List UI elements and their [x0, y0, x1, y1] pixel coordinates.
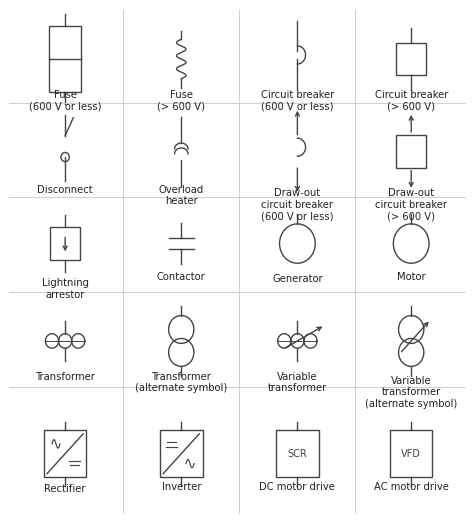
Text: Variable
transformer
(alternate symbol): Variable transformer (alternate symbol): [365, 376, 457, 409]
Bar: [160, 430, 202, 477]
Bar: [50, 227, 80, 260]
Text: Transformer
(alternate symbol): Transformer (alternate symbol): [135, 372, 228, 393]
Text: Generator: Generator: [272, 274, 323, 285]
Text: Disconnect: Disconnect: [37, 185, 93, 195]
Bar: [49, 26, 82, 92]
Text: Transformer: Transformer: [35, 372, 95, 382]
Bar: [276, 430, 319, 477]
Text: Circuit breaker
(600 V or less): Circuit breaker (600 V or less): [261, 90, 334, 111]
Text: AC motor drive: AC motor drive: [374, 482, 448, 492]
Text: Variable
transformer: Variable transformer: [268, 372, 327, 393]
Bar: [396, 135, 426, 168]
Text: SCR: SCR: [288, 449, 307, 459]
Text: Lightning
arrestor: Lightning arrestor: [42, 278, 89, 300]
Bar: [396, 43, 426, 75]
Text: Contactor: Contactor: [157, 272, 206, 282]
Text: DC motor drive: DC motor drive: [259, 482, 335, 492]
Text: Motor: Motor: [397, 272, 426, 282]
Text: Draw-out
circuit breaker
(> 600 V): Draw-out circuit breaker (> 600 V): [375, 188, 447, 221]
Text: Inverter: Inverter: [162, 482, 201, 492]
Text: Overload
heater: Overload heater: [159, 185, 204, 206]
Text: Circuit breaker
(> 600 V): Circuit breaker (> 600 V): [374, 90, 448, 111]
Bar: [44, 430, 86, 477]
Text: VFD: VFD: [401, 449, 421, 459]
Text: Fuse
(> 600 V): Fuse (> 600 V): [157, 90, 205, 111]
Bar: [390, 430, 432, 477]
Text: Rectifier: Rectifier: [45, 484, 86, 494]
Text: Fuse
(600 V or less): Fuse (600 V or less): [29, 90, 101, 111]
Text: Draw-out
circuit breaker
(600 V or less): Draw-out circuit breaker (600 V or less): [261, 188, 334, 221]
